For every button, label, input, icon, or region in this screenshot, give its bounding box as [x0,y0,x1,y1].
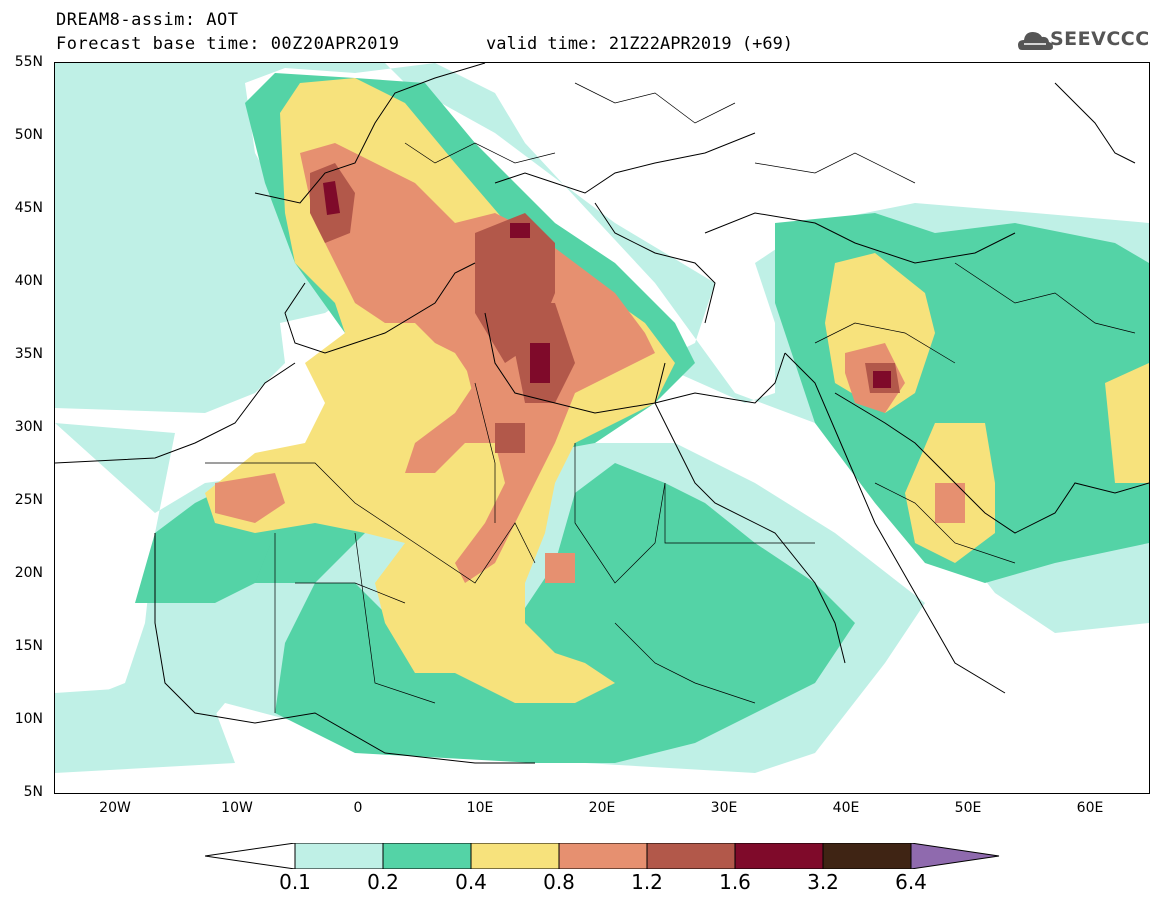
logo-text: SEEVCCC [1050,28,1150,50]
title-line-1: DREAM8-assim: AOT [56,10,239,30]
lon-label-10e: 10E [466,800,494,816]
lon-label-20e: 20E [588,800,616,816]
colorbar-label-3.2: 3.2 [807,870,839,894]
lat-label-20n: 20N [14,565,43,581]
lat-label-35n: 35N [14,346,43,362]
lat-label-10n: 10N [14,711,43,727]
aot-map [54,62,1150,794]
lon-label-60e: 60E [1076,800,1104,816]
lon-label-40e: 40E [832,800,860,816]
colorbar-bin-0.8 [558,843,648,869]
colorbar-bin-0.2 [382,843,472,869]
colorbar-bin-3.2 [822,843,912,869]
coastlines [55,63,1149,764]
lat-label-25n: 25N [14,492,43,508]
lon-label-30e: 30E [710,800,738,816]
lon-label-20w: 20W [99,800,131,816]
lat-label-5n: 5N [23,784,43,800]
colorbar-label-1.2: 1.2 [631,870,663,894]
lat-label-15n: 15N [14,638,43,654]
lon-label-50e: 50E [954,800,982,816]
cloud-logo-icon [1018,32,1053,50]
colorbar-max-arrow [910,843,1000,869]
country-borders [205,82,1136,713]
lat-label-55n: 55N [14,54,43,70]
lon-label-10w: 10W [221,800,253,816]
colorbar-bin-1.6 [734,843,824,869]
colorbar-label-0.8: 0.8 [543,870,575,894]
colorbar-min-arrow [205,843,296,869]
colorbar-label-0.2: 0.2 [367,870,399,894]
title-line-2: Forecast base time: 00Z20APR2019 [56,34,400,54]
valid-time: valid time: 21Z22APR2019 (+69) [486,34,794,54]
lat-label-45n: 45N [14,200,43,216]
colorbar-bin-0.1 [294,843,384,869]
colorbar-bin-1.2 [646,843,736,869]
lat-label-50n: 50N [14,127,43,143]
colorbar-label-0.4: 0.4 [455,870,487,894]
lon-label-0: 0 [353,800,363,816]
lat-label-40n: 40N [14,273,43,289]
colorbar [205,843,1000,869]
aot-level-1.6 [323,181,891,388]
colorbar-bin-0.4 [470,843,560,869]
colorbar-label-0.1: 0.1 [279,870,311,894]
colorbar-label-6.4: 6.4 [895,870,927,894]
colorbar-label-1.6: 1.6 [719,870,751,894]
lat-label-30n: 30N [14,419,43,435]
